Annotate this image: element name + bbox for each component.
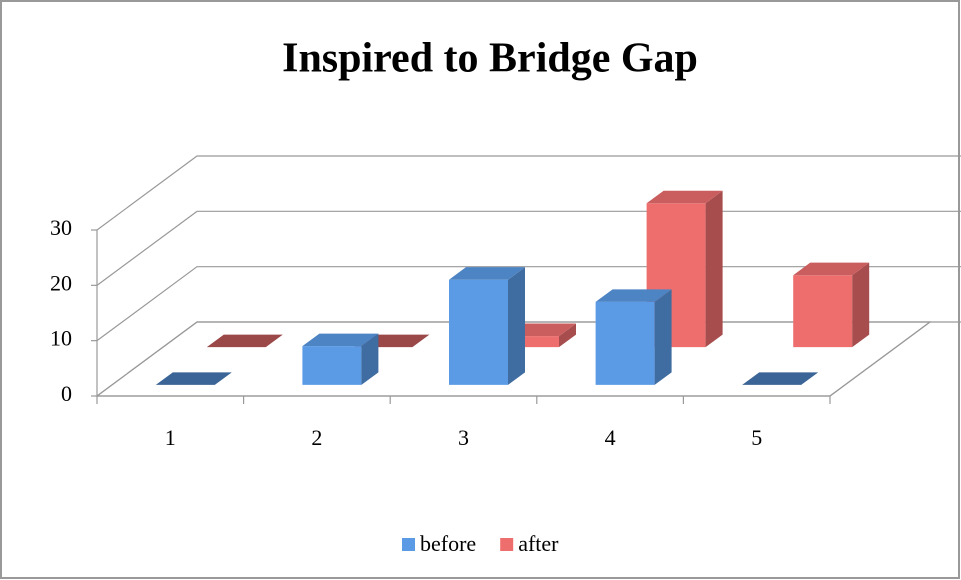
bar-front: [302, 346, 362, 385]
bar-top: [206, 334, 283, 348]
legend-swatch: [500, 538, 514, 551]
bar-top: [595, 289, 672, 302]
legend-swatch: [402, 538, 415, 551]
bar-side: [705, 190, 723, 348]
bar: [155, 372, 232, 385]
bar: [302, 333, 379, 385]
bar-front: [595, 301, 655, 385]
bar: [595, 289, 672, 385]
bar-side: [852, 262, 870, 348]
bar-side: [508, 267, 525, 385]
y-tick-label: 0: [61, 381, 72, 406]
legend-label: before: [420, 531, 476, 556]
y-tick-label: 10: [50, 326, 72, 351]
x-tick-label: 3: [458, 425, 469, 450]
grid-line: [96, 266, 961, 342]
bar: [742, 372, 819, 385]
chart-title: Inspired to Bridge Gap: [282, 36, 698, 82]
grid-line: [96, 210, 961, 286]
bar-side: [654, 289, 672, 385]
bar-side: [361, 333, 379, 385]
bar-top: [155, 372, 232, 385]
bar-front: [793, 275, 853, 348]
y-tick-label: 30: [50, 215, 72, 240]
bar: [449, 267, 525, 385]
bar-top: [646, 190, 723, 204]
bar-top: [793, 262, 870, 276]
bar-top: [302, 333, 379, 347]
x-tick-label: 5: [751, 425, 762, 450]
bar-top: [449, 267, 525, 280]
x-tick-label: 4: [605, 425, 616, 450]
legend-label: after: [518, 531, 559, 556]
bar-top: [742, 372, 819, 385]
y-tick-label: 20: [50, 270, 72, 295]
floor-edge: [829, 321, 931, 397]
grid-line: [96, 321, 961, 397]
bar-side: [559, 323, 576, 348]
x-tick-label: 2: [311, 425, 322, 450]
bar: [206, 334, 283, 348]
x-tick-label: 1: [165, 425, 176, 450]
bar-front: [449, 279, 508, 385]
bar: [793, 262, 870, 348]
grid-line: [96, 155, 961, 231]
